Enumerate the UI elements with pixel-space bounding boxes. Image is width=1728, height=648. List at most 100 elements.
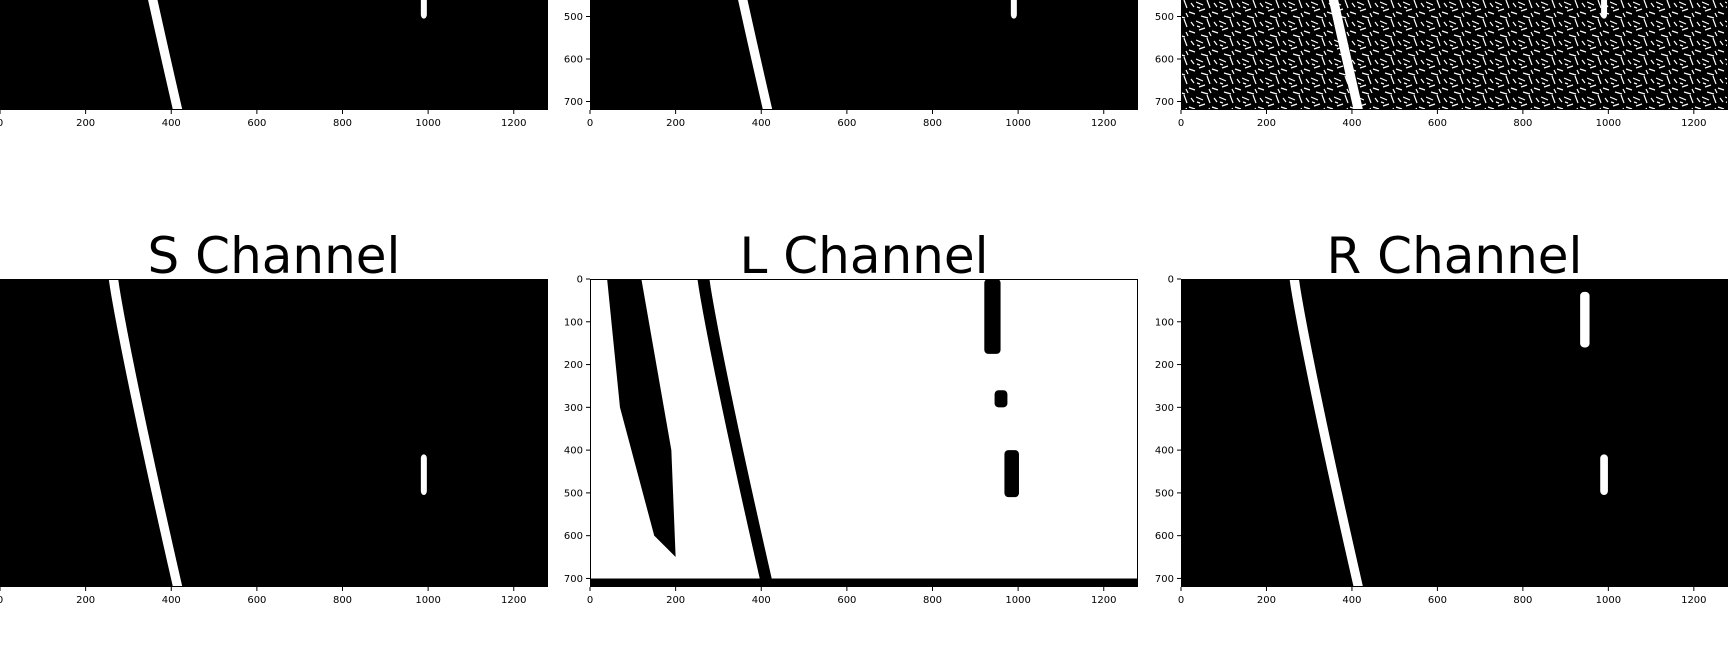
right-lane-dash bbox=[1601, 0, 1608, 19]
left-lane-line bbox=[108, 279, 183, 587]
binary-image bbox=[0, 279, 548, 587]
y-tick-label: 500 bbox=[564, 488, 583, 499]
x-tick-label: 1000 bbox=[1596, 118, 1621, 129]
x-tick-label: 1200 bbox=[1681, 118, 1706, 129]
right-lane-dash bbox=[984, 279, 1001, 354]
y-tick-label: 100 bbox=[564, 317, 583, 328]
x-tick-label: 400 bbox=[752, 595, 771, 606]
y-tick-label: 600 bbox=[564, 531, 583, 542]
image-background bbox=[1181, 279, 1728, 587]
y-tick-label: 500 bbox=[1155, 12, 1174, 23]
x-tick-label: 1000 bbox=[1005, 595, 1030, 606]
x-tick-label: 0 bbox=[587, 118, 593, 129]
y-tick-label: 700 bbox=[564, 97, 583, 108]
x-tick-label: 600 bbox=[837, 595, 856, 606]
y-tick-label: 0 bbox=[577, 275, 583, 286]
x-tick-label: 800 bbox=[1513, 595, 1532, 606]
y-tick-label: 200 bbox=[564, 360, 583, 371]
x-tick-label: 400 bbox=[752, 118, 771, 129]
x-tick-label: 800 bbox=[923, 595, 942, 606]
binary-image bbox=[590, 0, 1138, 110]
x-tick-label: 0 bbox=[1178, 595, 1184, 606]
x-tick-label: 0 bbox=[1178, 118, 1184, 129]
road-edge bbox=[590, 578, 1138, 587]
y-tick-label: 600 bbox=[1155, 55, 1174, 66]
panel-title: R Channel bbox=[1327, 227, 1583, 285]
x-tick-label: 400 bbox=[162, 595, 181, 606]
axes-frame bbox=[590, 279, 1138, 587]
x-tick-label: 600 bbox=[247, 595, 266, 606]
x-tick-label: 600 bbox=[1428, 118, 1447, 129]
binary-image bbox=[0, 0, 548, 110]
left-lane-line bbox=[1328, 0, 1364, 110]
shadow-region bbox=[607, 279, 676, 558]
image-background bbox=[590, 279, 1138, 587]
x-tick-label: 600 bbox=[247, 118, 266, 129]
panel-6: 0 200 400 600 800 1000 1200 0 100 200 300 400 500 600… bbox=[1155, 227, 1728, 606]
panel-4: 0 200 400 600 800 1000 1200 S Channel bbox=[0, 227, 548, 606]
panel-1: 0 200 400 600 800 1000 1200 bbox=[0, 0, 548, 129]
axes-frame bbox=[0, 279, 548, 587]
image-background bbox=[590, 0, 1138, 110]
binary-image bbox=[1181, 279, 1728, 587]
x-tick-label: 0 bbox=[0, 118, 3, 129]
x-tick-label: 0 bbox=[0, 595, 3, 606]
panel-3: 0 200 400 600 800 1000 1200 500 600 700 bbox=[1155, 0, 1728, 129]
panel-title: S Channel bbox=[148, 227, 401, 285]
y-tick-label: 600 bbox=[1155, 531, 1174, 542]
x-tick-label: 1000 bbox=[1005, 118, 1030, 129]
y-tick-label: 700 bbox=[564, 574, 583, 585]
x-tick-label: 400 bbox=[162, 118, 181, 129]
y-tick-label: 300 bbox=[564, 403, 583, 414]
right-lane-dash bbox=[1010, 0, 1017, 19]
axes-frame bbox=[0, 0, 548, 110]
x-tick-label: 200 bbox=[666, 118, 685, 129]
right-lane-dash bbox=[420, 454, 427, 496]
y-tick-label: 400 bbox=[1155, 446, 1174, 457]
binary-image bbox=[1181, 0, 1728, 110]
x-tick-label: 1200 bbox=[1091, 595, 1116, 606]
x-tick-label: 400 bbox=[1342, 595, 1361, 606]
axes-frame bbox=[590, 0, 1138, 110]
x-tick-label: 800 bbox=[1513, 118, 1532, 129]
right-lane-dash bbox=[420, 0, 427, 19]
x-tick-label: 1200 bbox=[1091, 118, 1116, 129]
left-lane-line bbox=[148, 0, 183, 110]
y-tick-label: 100 bbox=[1155, 317, 1174, 328]
image-background bbox=[1181, 0, 1728, 110]
y-tick-label: 0 bbox=[1168, 275, 1174, 286]
x-tick-label: 1000 bbox=[415, 118, 440, 129]
y-tick-label: 500 bbox=[1155, 488, 1174, 499]
left-lane-line bbox=[1289, 279, 1364, 587]
image-background bbox=[0, 0, 548, 110]
right-lane-dash bbox=[1600, 454, 1608, 496]
y-tick-label: 500 bbox=[564, 12, 583, 23]
x-tick-label: 200 bbox=[1257, 118, 1276, 129]
axes-frame bbox=[1181, 0, 1728, 110]
x-tick-label: 400 bbox=[1342, 118, 1361, 129]
left-lane-line bbox=[697, 279, 774, 587]
x-tick-label: 200 bbox=[76, 595, 95, 606]
x-tick-label: 1000 bbox=[1596, 595, 1621, 606]
left-lane-line bbox=[738, 0, 773, 110]
x-tick-label: 1200 bbox=[501, 118, 526, 129]
panel-5: 0 200 400 600 800 1000 1200 0 100 200 300 400 500 600… bbox=[564, 227, 1138, 606]
y-tick-label: 400 bbox=[564, 446, 583, 457]
x-tick-label: 1000 bbox=[415, 595, 440, 606]
right-lane-dash bbox=[1004, 450, 1019, 498]
x-tick-label: 1200 bbox=[501, 595, 526, 606]
x-tick-label: 800 bbox=[333, 118, 352, 129]
x-tick-label: 200 bbox=[666, 595, 685, 606]
y-tick-label: 600 bbox=[564, 55, 583, 66]
panel-title: L Channel bbox=[739, 227, 988, 285]
binary-image bbox=[590, 279, 1138, 587]
y-tick-label: 700 bbox=[1155, 97, 1174, 108]
x-tick-label: 600 bbox=[837, 118, 856, 129]
x-tick-label: 600 bbox=[1428, 595, 1447, 606]
x-tick-label: 0 bbox=[587, 595, 593, 606]
y-tick-label: 300 bbox=[1155, 403, 1174, 414]
x-tick-label: 800 bbox=[923, 118, 942, 129]
panel-2: 0 200 400 600 800 1000 1200 500 600 700 bbox=[564, 0, 1138, 129]
x-tick-label: 200 bbox=[1257, 595, 1276, 606]
